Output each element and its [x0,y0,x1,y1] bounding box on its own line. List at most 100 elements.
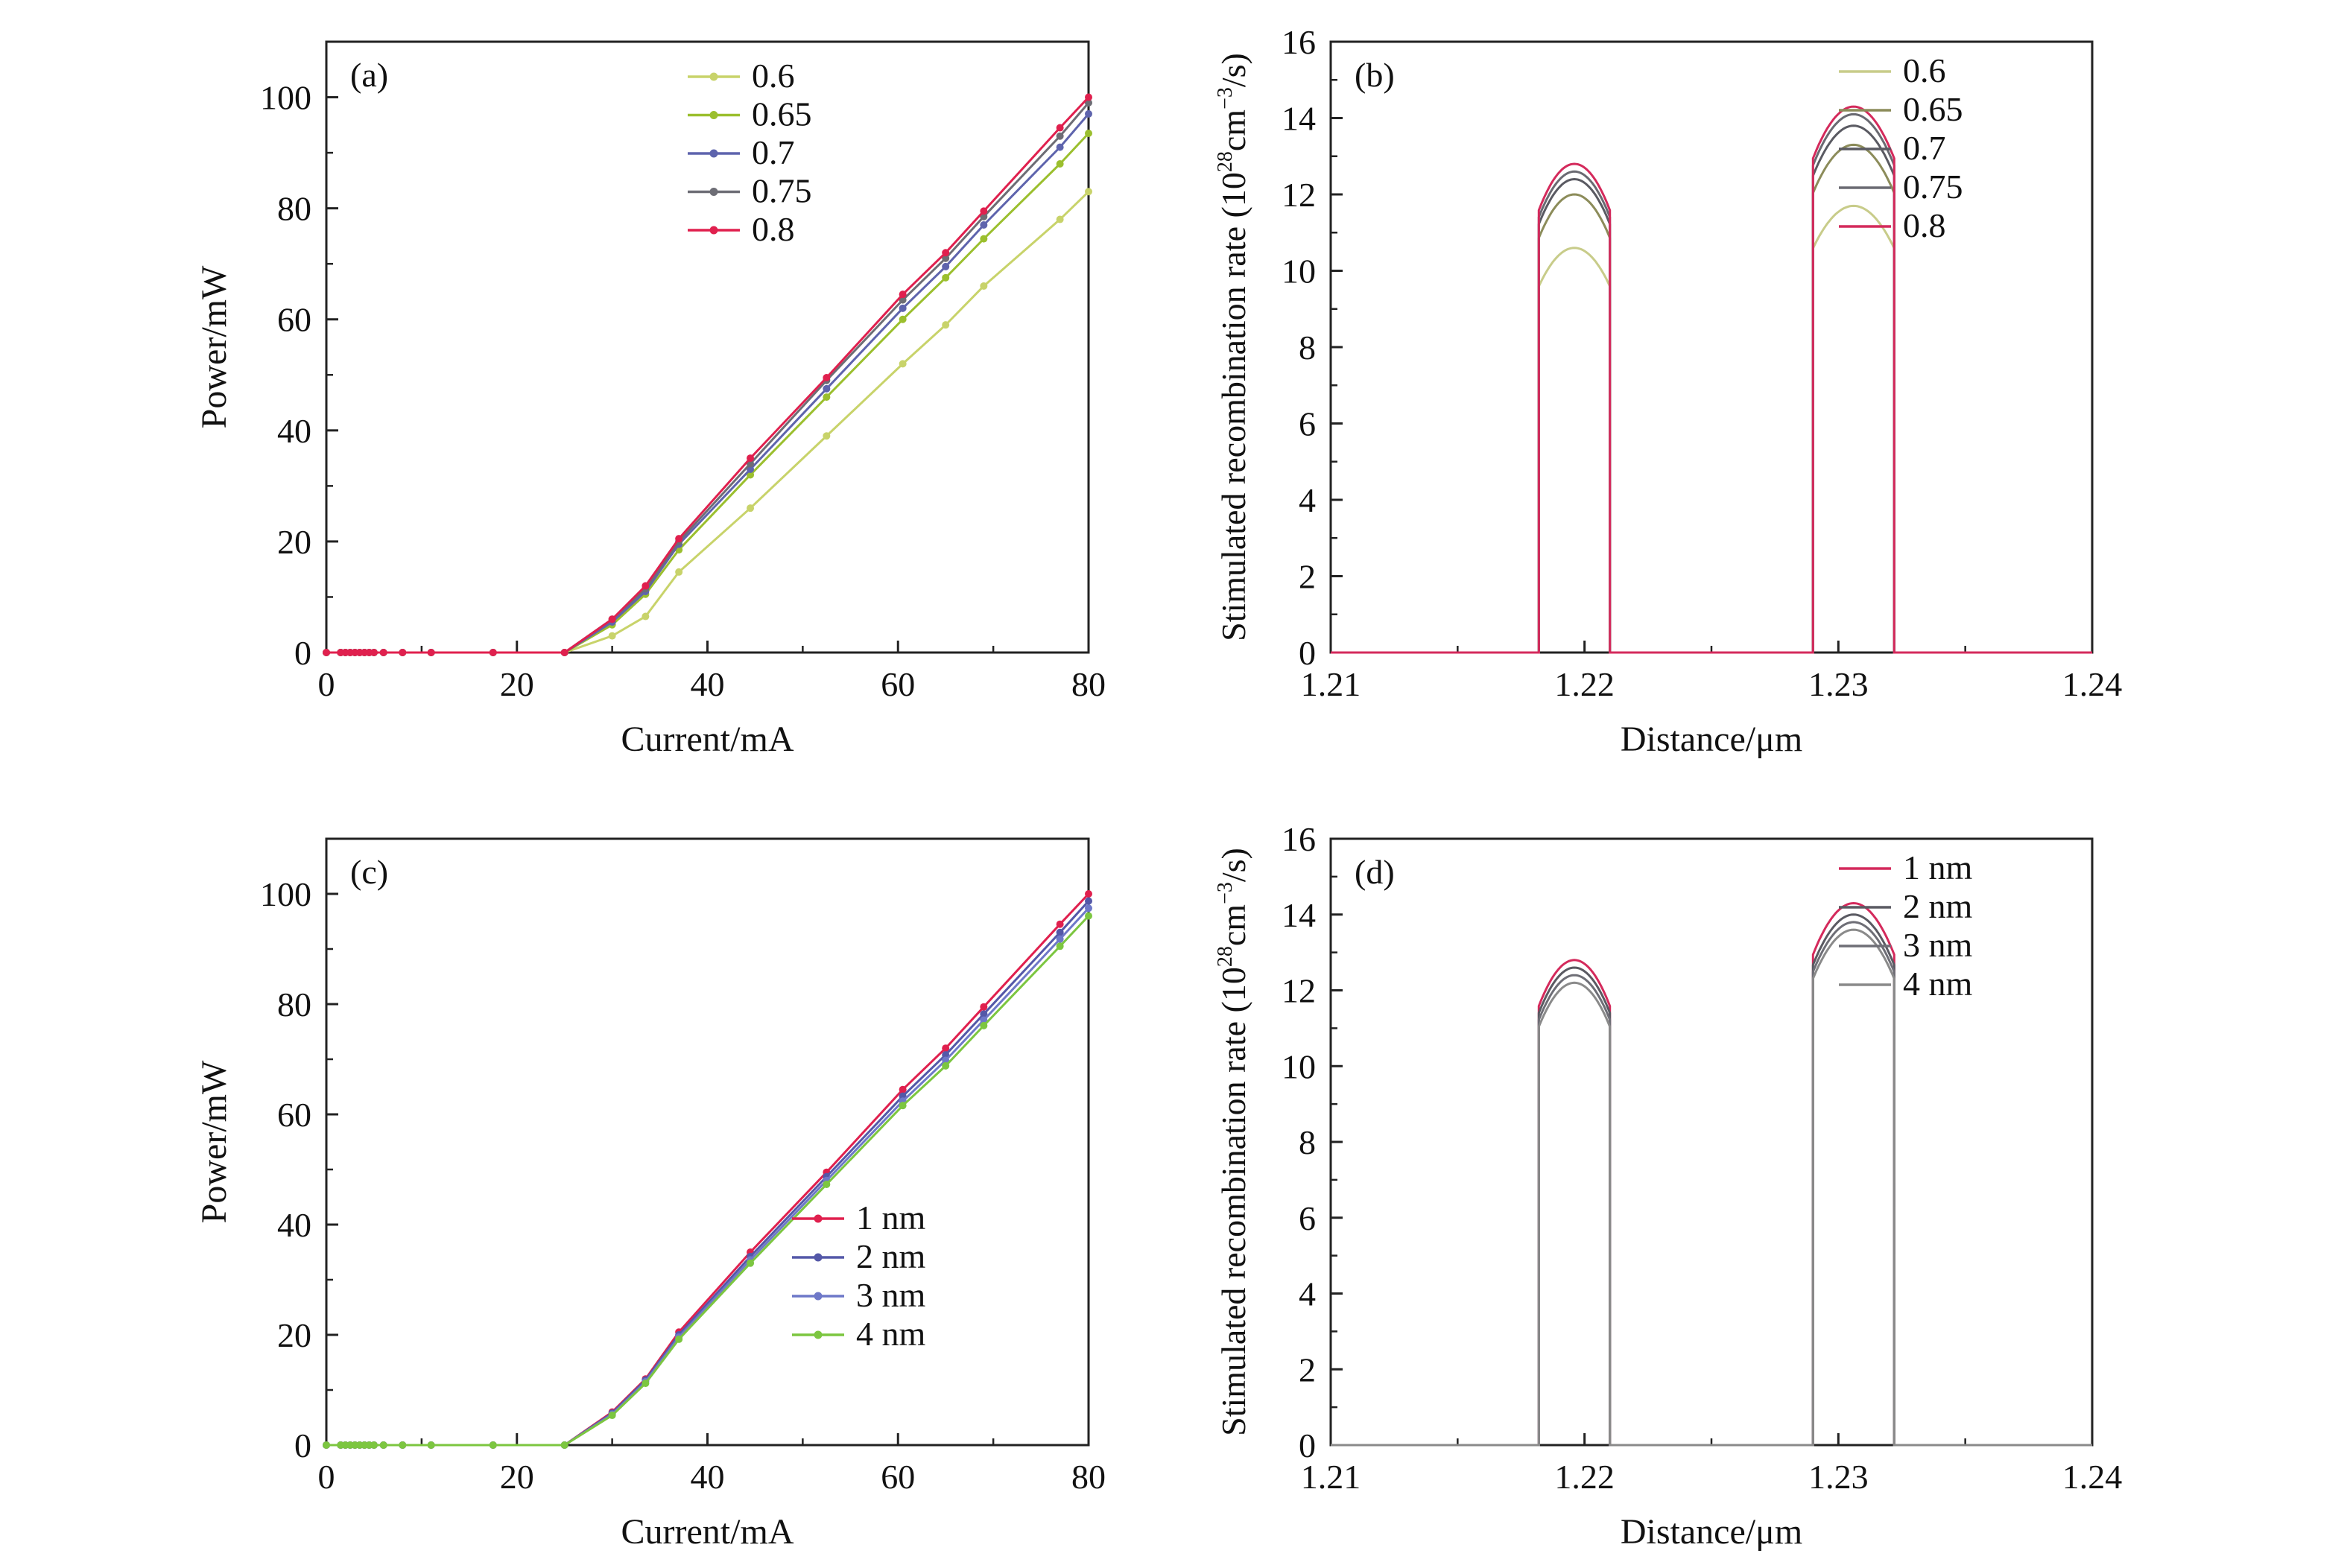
legend-entry: 4 nm [1903,965,1973,1003]
data-point [489,649,497,656]
y-axis-label-part: cm [1214,109,1252,151]
data-point [1056,132,1064,140]
data-point [1085,109,1092,118]
y-tick-label: 6 [1299,1199,1316,1237]
data-point [379,649,387,656]
y-tick-label: 100 [260,875,311,913]
data-point [1056,215,1064,223]
y-tick-label: 0 [294,634,311,672]
y-axis-label-superscript: −3 [1214,882,1237,904]
legend-entry: 4 nm [856,1315,926,1353]
plot-frame [325,40,1090,654]
data-point [399,649,407,656]
legend-entry: 0.7 [752,133,795,171]
data-point [1056,920,1064,928]
data-point [823,432,831,440]
series-line [1331,112,2092,654]
y-tick-label: 0 [1299,634,1316,672]
data-point [1085,904,1092,912]
legend-entry: 0.6 [752,57,795,95]
series-line [326,96,1090,654]
x-tick-label: 40 [691,665,725,703]
y-tick-label: 4 [1299,1275,1316,1313]
x-tick-label: 20 [500,1458,534,1496]
data-point [980,221,988,229]
y-axis-label: Stimulated recombination rate (1028cm−3/… [1214,848,1252,1436]
x-tick-label: 80 [1071,665,1106,703]
legend-entry: 0.65 [752,95,812,133]
series-line [326,112,1090,654]
y-tick-label: 100 [260,79,311,117]
x-tick-label: 20 [500,665,534,703]
data-point [675,568,683,576]
data-point [675,535,683,543]
panel-label: (c) [350,853,388,891]
y-tick-label: 0 [1299,1426,1316,1464]
data-point [899,1102,907,1110]
y-axis-label-part: Stimulated recombination rate (10 [1214,967,1252,1436]
y-tick-label: 10 [1282,1047,1316,1085]
series-line [326,102,1090,654]
y-tick-label: 0 [294,1426,311,1464]
data-point [675,1335,683,1343]
y-tick-label: 60 [277,301,311,339]
data-point [1085,912,1092,920]
data-point [608,1412,616,1420]
y-axis-label-part: Stimulated recombination rate (10 [1214,172,1252,641]
data-point [942,262,950,270]
series-line [326,915,1090,1447]
y-tick-label: 60 [277,1096,311,1134]
x-tick-label: 1.24 [2062,665,2123,703]
y-tick-label: 10 [1282,253,1316,291]
y-tick-label: 40 [277,412,311,450]
y-axis-label-part: /s) [1214,848,1252,882]
data-point [1085,130,1092,137]
y-tick-label: 6 [1299,405,1316,443]
y-tick-label: 12 [1282,176,1316,214]
y-tick-label: 2 [1299,558,1316,596]
data-point [427,1441,435,1449]
data-point [980,282,988,290]
data-point [323,649,330,656]
legend-marker [814,1292,823,1301]
legend-entry: 3 nm [856,1276,926,1314]
data-point [1056,935,1064,943]
data-point [642,612,650,620]
data-point [608,615,616,623]
data-point [1056,143,1064,151]
series-line [326,907,1090,1447]
legend-marker [814,1214,823,1223]
data-point [323,1441,330,1449]
data-point [1085,188,1092,196]
x-tick-label: 1.22 [1554,1458,1615,1496]
data-point [942,1061,950,1070]
data-point [489,1441,497,1449]
data-point [608,632,616,640]
chart-panel-b: 1.21 1.22 1.23 1.24 0 2 4 6 8 10 12 14 16 Distance/μm… [1214,23,2122,759]
data-point [1085,890,1092,898]
x-tick-label: 1.21 [1301,1458,1361,1496]
y-axis-label: Power/mW [194,1060,234,1223]
legend-entry: 0.75 [1903,168,1963,206]
data-point [747,1259,755,1267]
series-line [1331,143,2092,654]
panel-label: (b) [1355,56,1395,94]
y-tick-label: 80 [277,190,311,228]
series-line [1331,204,2092,654]
legend-marker [709,149,718,158]
data-point [899,1085,907,1094]
y-tick-label: 8 [1299,328,1316,366]
data-point [747,504,755,512]
y-axis-label: Power/mW [194,265,234,428]
data-point [980,1016,988,1024]
data-point [899,291,907,299]
data-point [942,254,950,262]
series-line [1331,901,2092,1447]
data-point [899,360,907,368]
y-axis-label-superscript: −3 [1214,87,1237,109]
data-point [560,1441,568,1449]
legend-entry: 0.65 [1903,90,1963,128]
legend-entry: 0.6 [1903,51,1946,89]
legend-entry: 0.8 [1903,206,1946,244]
